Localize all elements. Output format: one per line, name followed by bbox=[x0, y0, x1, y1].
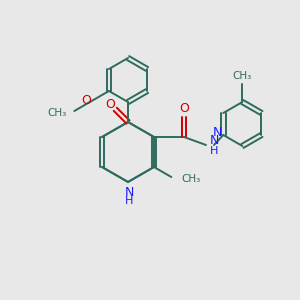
Text: CH₃: CH₃ bbox=[233, 71, 252, 81]
Text: O: O bbox=[179, 103, 189, 116]
Text: CH₃: CH₃ bbox=[47, 108, 66, 118]
Text: N: N bbox=[213, 125, 222, 139]
Text: H: H bbox=[125, 196, 133, 206]
Text: N: N bbox=[124, 185, 134, 199]
Text: CH₃: CH₃ bbox=[181, 174, 201, 184]
Text: O: O bbox=[81, 94, 91, 106]
Text: H: H bbox=[210, 146, 218, 156]
Text: N: N bbox=[210, 134, 219, 148]
Text: O: O bbox=[105, 98, 115, 111]
